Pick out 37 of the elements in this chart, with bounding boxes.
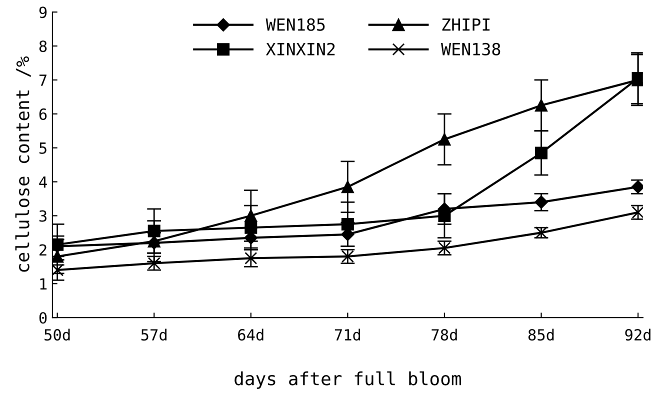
y-tick-label: 8 <box>39 40 47 52</box>
point <box>244 252 258 264</box>
point <box>52 238 64 251</box>
x-tick-label: 57d <box>141 328 166 341</box>
x-tick-label: 64d <box>238 328 264 341</box>
x-axis-title: days after full bloom <box>234 371 461 389</box>
y-tick-label: 5 <box>39 142 46 154</box>
legend-label: WEN185 <box>266 18 325 31</box>
point <box>535 146 548 160</box>
x-tick-label: 50d <box>44 328 70 341</box>
x-tick-label: 85d <box>528 328 554 341</box>
point <box>535 99 548 112</box>
y-tick-label: 0 <box>39 312 47 324</box>
x-tick-label: 92d <box>625 328 650 341</box>
y-tick-label: 4 <box>39 176 47 188</box>
point <box>534 196 548 209</box>
point <box>438 209 451 222</box>
legend-label: ZHIPI <box>442 18 490 31</box>
y-tick-label: 9 <box>39 6 47 18</box>
y-tick-label: 6 <box>39 108 47 120</box>
point <box>341 180 354 194</box>
point <box>244 221 258 234</box>
y-tick-label: 1 <box>40 278 47 290</box>
point <box>52 250 64 263</box>
y-tick-label: 3 <box>39 210 46 222</box>
y-tick-label: 2 <box>40 244 46 256</box>
y-tick-label: 7 <box>39 74 46 86</box>
point <box>341 218 354 230</box>
legend-label: XINXIN2 <box>266 42 335 56</box>
point <box>148 224 160 238</box>
point <box>244 209 258 222</box>
legend-label: WEN138 <box>441 42 500 56</box>
y-axis-title: cellulose content /% <box>15 56 31 272</box>
x-tick-label: 78d <box>432 328 457 341</box>
x-tick-label: 71d <box>334 328 360 341</box>
point <box>52 264 64 276</box>
point <box>438 133 451 146</box>
